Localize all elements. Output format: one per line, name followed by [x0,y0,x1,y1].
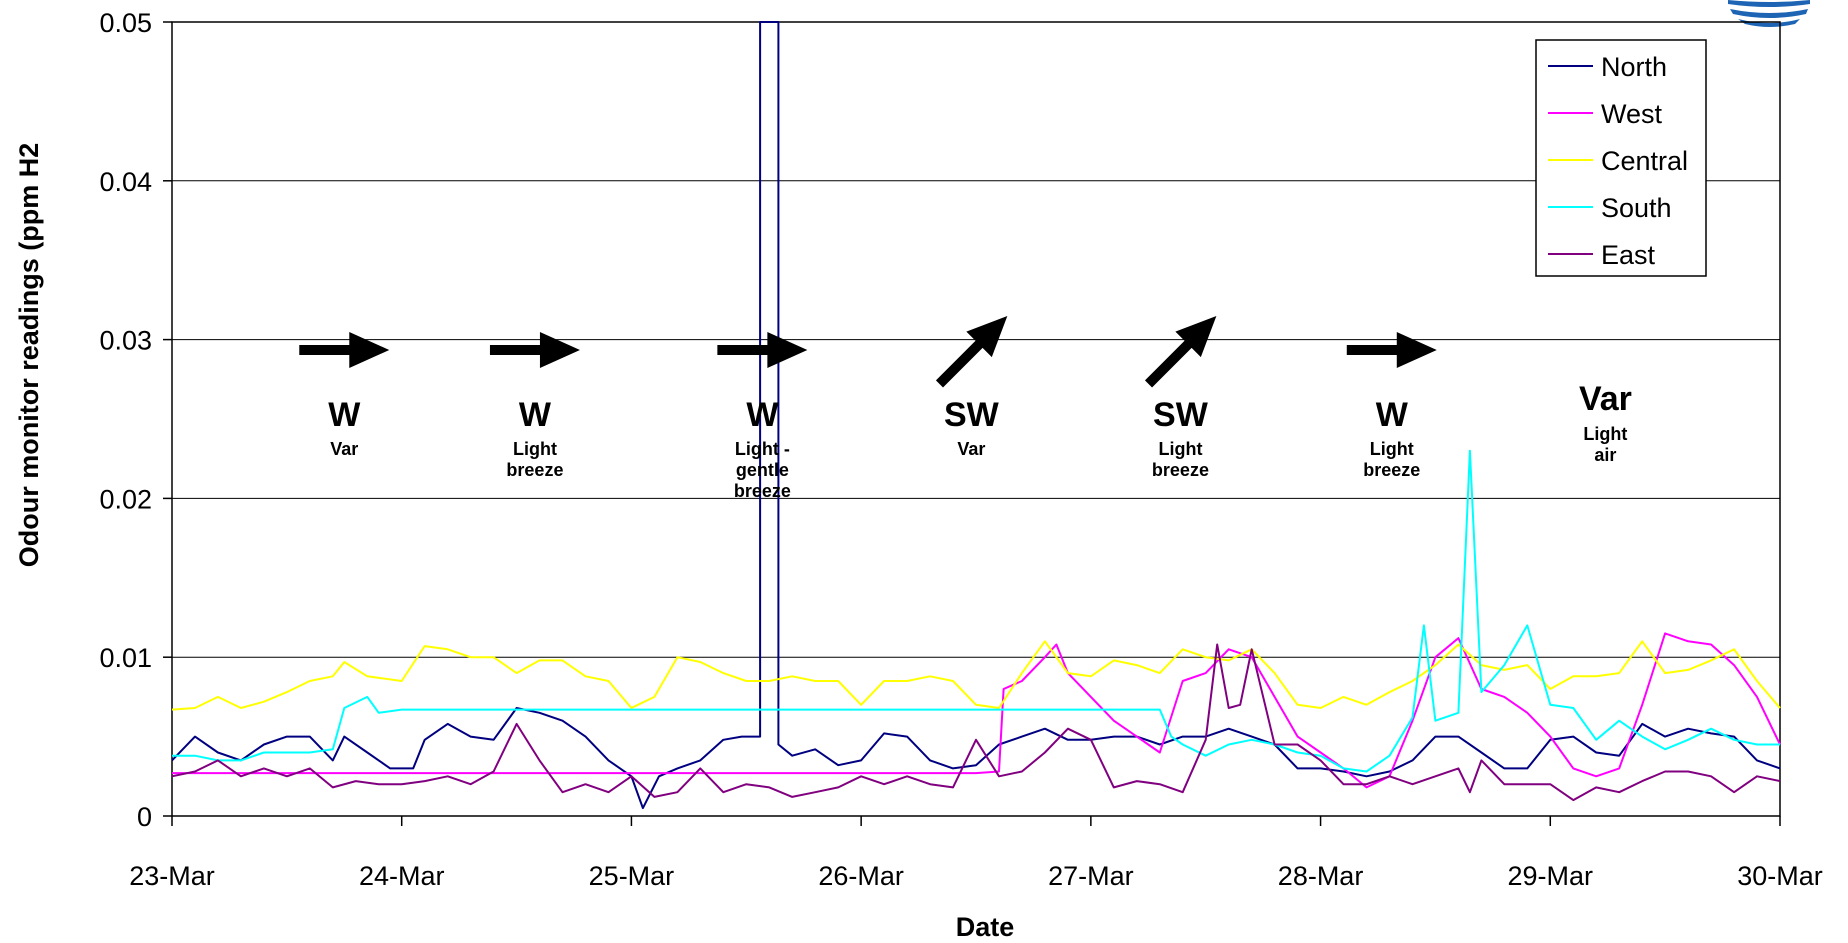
wind-direction-label: W [328,396,361,434]
x-tick-label: 30-Mar [1737,861,1823,891]
wind-direction-label: W [1376,396,1409,434]
legend: North West Central South East [1535,39,1707,277]
legend-label-west: West [1601,99,1663,129]
x-tick-label: 24-Mar [359,861,445,891]
plot-area-frame [171,21,1781,817]
legend-label-central: Central [1601,146,1688,176]
x-tick-label: 29-Mar [1508,861,1594,891]
wind-description-label: air [1594,445,1616,465]
x-tick-label: 27-Mar [1048,861,1134,891]
wind-description-label: Light [1158,439,1202,459]
wind-direction-label: W [746,396,779,434]
wind-description-label: breeze [1152,460,1209,480]
series-line-west [172,632,1781,789]
x-tick-label: 28-Mar [1278,861,1364,891]
legend-label-south: South [1601,193,1672,223]
y-tick-label: 0.01 [99,643,152,673]
wind-direction-label: SW [944,396,1000,434]
wind-description-label: Light [1583,424,1627,444]
logo [1728,0,1810,27]
axes: 0 0.01 0.02 0.03 0.04 0.05 23-Mar 24-Mar 25-Mar 2… [99,8,1822,891]
wind-arrow-east-icon [489,332,580,368]
y-tick-label: 0 [137,802,152,832]
wind-arrow-shape [1144,316,1217,388]
series-lines [171,21,1781,810]
wind-description-label: Light - [735,439,790,459]
wind-arrow-northeast-icon [935,316,1008,388]
wind-description-label: Var [330,439,358,459]
y-tick-label: 0.03 [99,326,152,356]
wind-arrow-east-icon [299,332,390,368]
wind-arrow-northeast-icon [1144,316,1217,388]
series-line-central [171,640,1781,711]
wind-description-label: Light [1370,439,1414,459]
x-tick-label: 23-Mar [129,861,215,891]
wind-description-label: breeze [734,481,791,501]
wind-arrow-shape [935,316,1008,388]
wind-description-label: breeze [1363,460,1420,480]
series-line-east [171,643,1781,802]
wind-description-label: breeze [506,460,563,480]
wind-description-label: Var [957,439,985,459]
wind-direction-label: SW [1153,396,1209,434]
wind-arrow-east-icon [1346,332,1437,368]
wind-direction-label: W [519,396,552,434]
wind-arrow-east-icon [717,332,808,368]
x-tick-label: 26-Mar [818,861,904,891]
wind-description-label: gentle [736,460,789,480]
y-axis-title: Odour monitor readings (ppm H2 [14,143,44,568]
y-tick-label: 0.04 [99,167,152,197]
wind-direction-label: Var [1579,380,1632,418]
series-line-north [171,21,1781,810]
legend-box [1535,39,1707,277]
wind-description-label: Light [513,439,557,459]
x-axis-title: Date [956,912,1015,942]
y-tick-label: 0.05 [99,8,152,38]
y-tick-label: 0.02 [99,484,152,514]
x-tick-label: 25-Mar [589,861,675,891]
legend-label-north: North [1601,52,1667,82]
legend-label-east: East [1601,240,1656,270]
